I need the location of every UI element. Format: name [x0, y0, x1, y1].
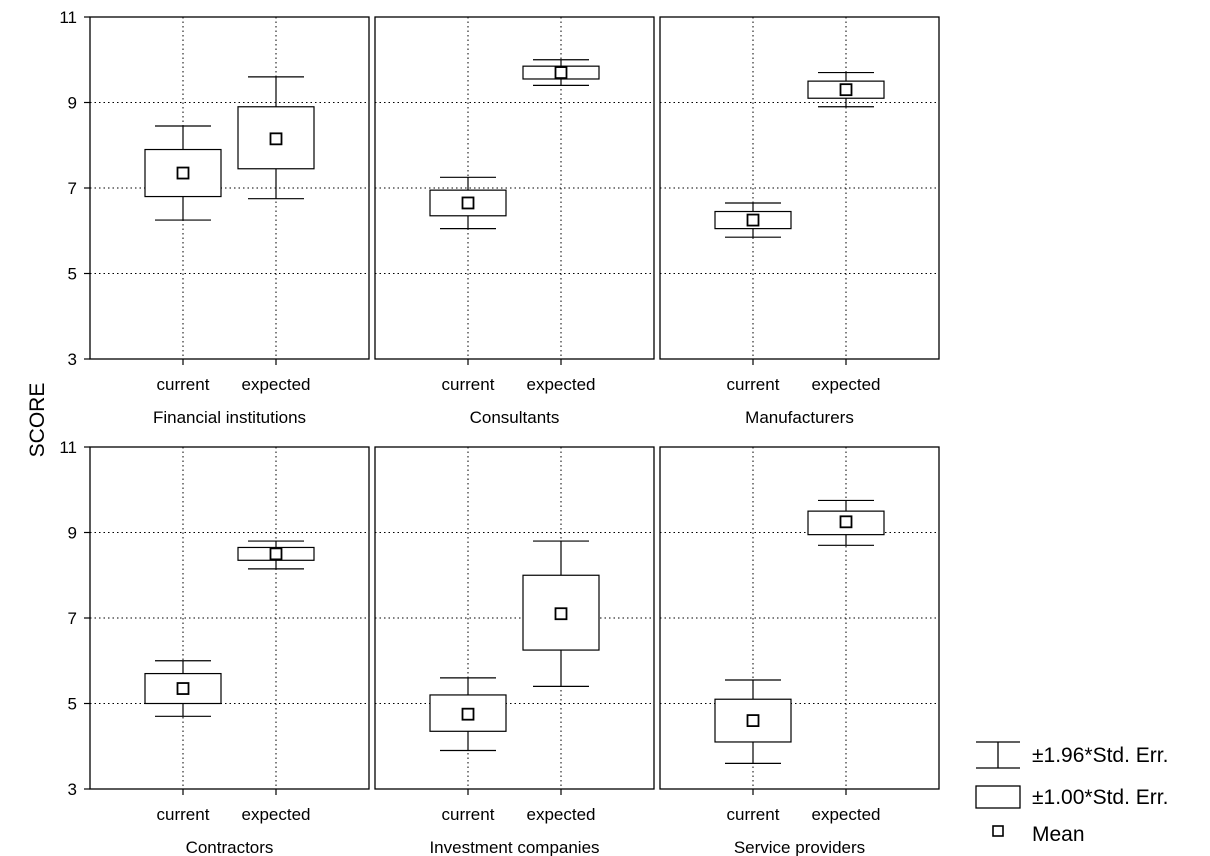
- box-group: [429, 677, 507, 752]
- x-tick-label: current: [727, 805, 780, 824]
- mean-marker: [746, 213, 760, 227]
- mean-marker: [269, 547, 283, 561]
- mean-marker: [554, 607, 568, 621]
- x-tick-label: current: [727, 375, 780, 394]
- x-tick-label: expected: [527, 805, 596, 824]
- y-tick-label: 7: [68, 609, 77, 628]
- x-tick-label: expected: [812, 375, 881, 394]
- x-tick-label: current: [442, 805, 495, 824]
- y-tick-label: 11: [59, 438, 77, 457]
- panel: 3 5 7 9 11 current expected Contractors: [59, 438, 370, 856]
- y-axis-label: SCORE: [26, 383, 49, 458]
- mean-marker: [461, 196, 475, 210]
- mean-marker: [746, 714, 760, 727]
- panels: 3 5 7 9 11 current expected Financial instituti…: [59, 8, 940, 856]
- legend-whisker-label: ±1.96*Std. Err.: [1032, 744, 1168, 767]
- mean-marker: [176, 682, 190, 695]
- panel-title: Investment companies: [429, 838, 599, 856]
- mean-marker: [269, 132, 283, 146]
- legend-whisker-icon: [976, 741, 1020, 769]
- legend-mean-label: Mean: [1032, 823, 1085, 846]
- box-group: [237, 76, 315, 200]
- box-group: [429, 176, 507, 230]
- x-tick-label: current: [157, 805, 210, 824]
- mean-marker: [839, 515, 853, 529]
- y-tick-label: 5: [68, 695, 77, 714]
- y-tick-label: 5: [68, 265, 77, 284]
- box-group: [807, 71, 885, 108]
- x-tick-label: expected: [812, 805, 881, 824]
- x-tick-label: expected: [242, 375, 311, 394]
- panel: current expected Service providers: [659, 446, 940, 856]
- panel-title: Service providers: [734, 838, 865, 856]
- legend-box-icon: [975, 785, 1021, 809]
- panel-title: Manufacturers: [745, 408, 854, 427]
- y-tick-label: 7: [68, 179, 77, 198]
- box-group: [807, 499, 885, 546]
- box-group: [237, 540, 315, 570]
- panel-frame: [659, 446, 940, 790]
- mean-marker: [554, 66, 568, 79]
- y-tick-label: 9: [68, 524, 77, 543]
- box-group: [144, 660, 222, 717]
- panel: current expected Manufacturers: [659, 16, 940, 427]
- x-tick-label: current: [442, 375, 495, 394]
- y-tick-label: 9: [68, 94, 77, 113]
- mean-marker: [176, 166, 190, 180]
- box-group: [714, 679, 792, 764]
- x-tick-label: expected: [527, 375, 596, 394]
- panel-frame: [659, 16, 940, 360]
- panel: current expected Investment companies: [374, 446, 655, 856]
- panel: 3 5 7 9 11 current expected Financial instituti…: [59, 8, 370, 427]
- y-tick-label: 3: [68, 780, 77, 799]
- y-tick-label: 3: [68, 350, 77, 369]
- box-group: [714, 202, 792, 238]
- x-tick-label: expected: [242, 805, 311, 824]
- panel-frame: [374, 16, 655, 360]
- panel-title: Contractors: [186, 838, 274, 856]
- y-tick-label: 11: [59, 8, 77, 27]
- mean-marker: [461, 707, 475, 721]
- panel-title: Consultants: [470, 408, 560, 427]
- box-group: [522, 540, 600, 688]
- box-group: [144, 125, 222, 221]
- mean-marker: [839, 83, 853, 97]
- panel-title: Financial institutions: [153, 408, 306, 427]
- legend: ±1.96*Std. Err. ±1.00*Std. Err. Mean: [975, 741, 1168, 846]
- panel: current expected Consultants: [374, 16, 655, 427]
- panel-frame: [374, 446, 655, 790]
- legend-mean-icon: [992, 825, 1004, 837]
- box-group: [522, 59, 600, 87]
- x-tick-label: current: [157, 375, 210, 394]
- legend-box-label: ±1.00*Std. Err.: [1032, 786, 1168, 809]
